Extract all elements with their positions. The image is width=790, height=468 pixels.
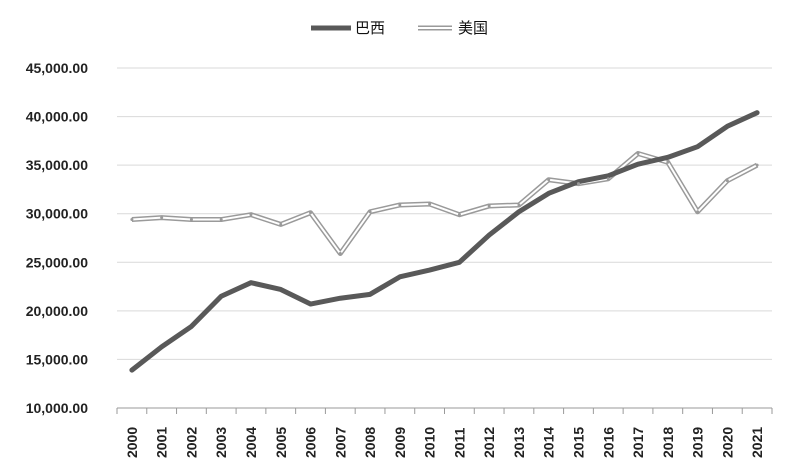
gridlines — [116, 67, 773, 414]
x-tick-label: 2008 — [362, 427, 378, 458]
x-axis-ticks: 2000 2001 2002 2003 2004 2005 2006 2007 2008 2009… — [124, 427, 765, 458]
x-tick-label: 2020 — [719, 427, 735, 458]
point-usa — [309, 211, 313, 215]
point-usa — [517, 203, 521, 207]
point-usa — [130, 218, 134, 222]
point-brazil — [338, 296, 342, 300]
point-brazil — [309, 302, 313, 306]
series-lines — [129, 110, 760, 373]
point-usa — [696, 210, 700, 214]
point-brazil — [219, 294, 223, 298]
point-usa — [666, 160, 670, 164]
x-tick-label: 2017 — [630, 427, 646, 458]
point-usa — [338, 252, 342, 256]
x-tick-label: 2007 — [332, 427, 348, 458]
point-usa — [398, 203, 402, 207]
point-brazil — [517, 210, 521, 214]
point-usa — [636, 151, 640, 155]
x-tick-label: 2014 — [541, 427, 557, 458]
series-line-usa — [131, 150, 759, 257]
point-brazil — [487, 233, 491, 237]
point-brazil — [428, 268, 432, 272]
point-usa — [457, 213, 461, 217]
y-tick-label: 25,000.00 — [26, 254, 88, 270]
y-tick-label: 20,000.00 — [26, 303, 88, 319]
point-brazil — [636, 162, 640, 166]
point-usa — [755, 163, 759, 167]
point-brazil — [189, 324, 193, 328]
series-line-usa-inner — [131, 152, 758, 255]
point-usa — [725, 179, 729, 183]
point-brazil — [547, 191, 551, 195]
point-brazil — [130, 368, 134, 372]
x-tick-label: 2011 — [451, 427, 467, 458]
point-brazil — [725, 124, 729, 128]
y-tick-label: 15,000.00 — [26, 351, 88, 367]
y-tick-label: 40,000.00 — [26, 109, 88, 125]
x-tick-label: 2019 — [690, 427, 706, 458]
point-brazil — [606, 174, 610, 178]
point-usa — [189, 218, 193, 222]
y-tick-label: 30,000.00 — [26, 206, 88, 222]
point-usa — [606, 177, 610, 181]
point-brazil — [696, 145, 700, 149]
y-tick-label: 10,000.00 — [26, 400, 88, 416]
x-tick-label: 2006 — [303, 427, 319, 458]
point-usa — [547, 178, 551, 182]
point-brazil — [249, 281, 253, 285]
point-brazil — [368, 292, 372, 296]
point-brazil — [160, 345, 164, 349]
point-brazil — [398, 275, 402, 279]
legend-label-brazil: 巴西 — [355, 19, 385, 37]
legend-label-usa: 美国 — [458, 19, 488, 37]
y-tick-label: 45,000.00 — [26, 60, 88, 76]
y-tick-label: 35,000.00 — [26, 157, 88, 173]
x-tick-label: 2002 — [183, 427, 199, 458]
x-tick-label: 2018 — [660, 427, 676, 458]
point-brazil — [666, 155, 670, 159]
point-usa — [249, 213, 253, 217]
x-tick-label: 2005 — [273, 427, 289, 458]
y-axis-ticks: 10,000.00 15,000.00 20,000.00 25,000.00 30,0… — [26, 60, 88, 416]
x-tick-label: 2000 — [124, 427, 140, 458]
x-tick-label: 2012 — [481, 427, 497, 458]
point-usa — [219, 218, 223, 222]
point-usa — [428, 202, 432, 206]
x-tick-label: 2015 — [570, 427, 586, 458]
x-tick-label: 2010 — [422, 427, 438, 458]
point-usa — [487, 204, 491, 208]
point-usa — [368, 210, 372, 214]
x-tick-label: 2001 — [154, 427, 170, 458]
x-tick-label: 2016 — [600, 427, 616, 458]
point-usa — [279, 222, 283, 226]
point-brazil — [755, 111, 759, 115]
x-tick-label: 2003 — [213, 427, 229, 458]
point-brazil — [279, 287, 283, 291]
x-tick-label: 2021 — [749, 427, 765, 458]
x-tick-label: 2009 — [392, 427, 408, 458]
legend: 巴西 美国 — [311, 19, 488, 37]
point-usa — [160, 216, 164, 220]
x-tick-label: 2004 — [243, 427, 259, 458]
point-brazil — [457, 260, 461, 264]
series-line-brazil — [129, 110, 760, 373]
point-usa — [576, 182, 580, 186]
x-tick-label: 2013 — [511, 427, 527, 458]
